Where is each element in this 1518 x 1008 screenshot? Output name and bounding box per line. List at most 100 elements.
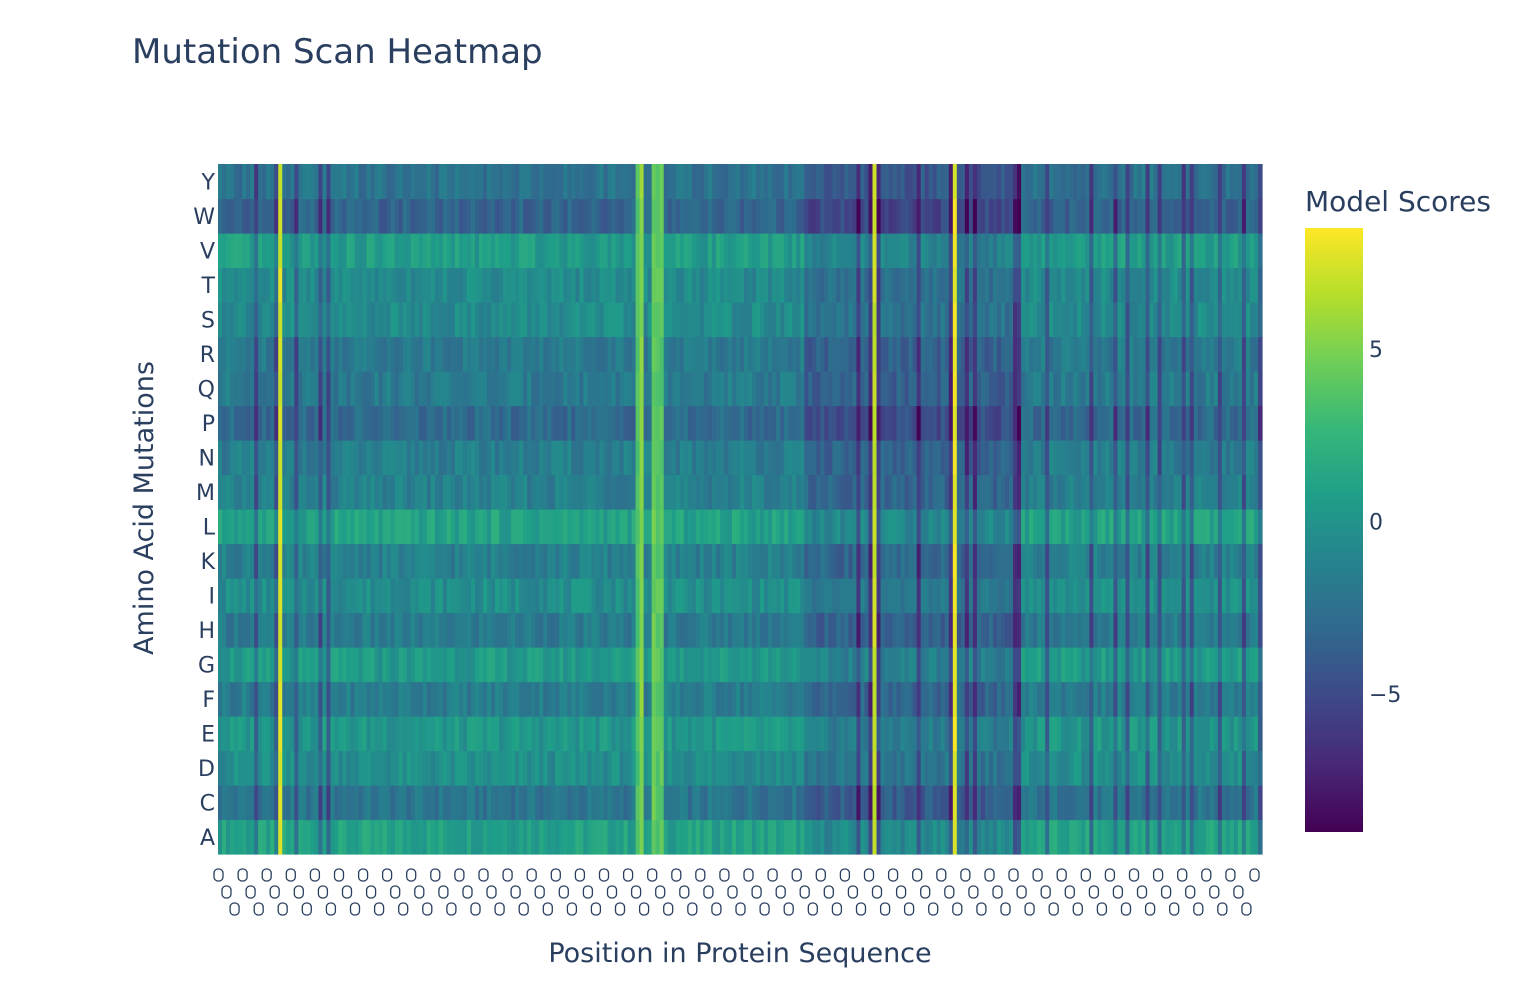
- heatmap-cell: [635, 440, 641, 476]
- heatmap-cell: [527, 267, 532, 303]
- heatmap-cell: [1113, 647, 1119, 683]
- heatmap-cell: [499, 785, 504, 821]
- heatmap-cell: [940, 440, 946, 476]
- heatmap-cell: [888, 233, 894, 269]
- heatmap-cell: [792, 371, 797, 407]
- heatmap-cell: [1205, 371, 1211, 407]
- heatmap-cell: [523, 647, 528, 683]
- heatmap-cell: [1225, 750, 1231, 786]
- heatmap-cell: [908, 474, 914, 510]
- heatmap-cell: [426, 233, 432, 269]
- heatmap-cell: [860, 509, 866, 545]
- heatmap-cell: [788, 405, 793, 441]
- heatmap-cell: [788, 302, 793, 338]
- heatmap-cell: [1005, 543, 1010, 579]
- heatmap-cell: [988, 819, 994, 855]
- heatmap-cell: [346, 336, 352, 372]
- heatmap-cell: [719, 336, 725, 372]
- heatmap-cell: [735, 716, 741, 752]
- heatmap-cell: [418, 440, 424, 476]
- heatmap-cell: [667, 440, 673, 476]
- heatmap-cell: [1165, 267, 1171, 303]
- heatmap-cell: [788, 198, 793, 234]
- heatmap-cell: [374, 612, 380, 648]
- heatmap-cell: [1213, 509, 1219, 545]
- heatmap-cell: [1193, 336, 1199, 372]
- heatmap-cell: [627, 302, 633, 338]
- heatmap-cell: [715, 716, 721, 752]
- heatmap-cell: [1141, 543, 1147, 579]
- heatmap-cell: [744, 302, 749, 338]
- heatmap-cell: [784, 716, 789, 752]
- heatmap-cell: [310, 267, 315, 303]
- heatmap-cell: [996, 302, 1002, 338]
- heatmap-cell: [695, 302, 701, 338]
- heatmap-cell: [1153, 543, 1159, 579]
- heatmap-cell: [707, 716, 713, 752]
- heatmap-cell: [936, 578, 942, 614]
- heatmap-cell: [1105, 474, 1111, 510]
- heatmap-cell: [290, 405, 295, 441]
- heatmap-cell: [503, 405, 508, 441]
- heatmap-cell: [366, 612, 372, 648]
- heatmap-cell: [928, 267, 934, 303]
- heatmap-cell: [1169, 543, 1175, 579]
- heatmap-cell: [266, 164, 271, 200]
- heatmap-cell: [844, 405, 850, 441]
- heatmap-cell: [559, 474, 564, 510]
- heatmap-cell: [1137, 509, 1143, 545]
- heatmap-cell: [804, 578, 809, 614]
- heatmap-cell: [768, 681, 773, 717]
- heatmap-cell: [591, 681, 597, 717]
- heatmap-cell: [354, 405, 360, 441]
- heatmap-cell: [1173, 474, 1179, 510]
- heatmap-cell: [591, 267, 597, 303]
- heatmap-cell: [318, 543, 323, 579]
- heatmap-cell: [1053, 750, 1058, 786]
- heatmap-cell: [326, 543, 332, 579]
- heatmap-cell: [1133, 612, 1139, 648]
- heatmap-cell: [579, 578, 584, 614]
- heatmap-cell: [462, 578, 468, 614]
- heatmap-cell: [1101, 750, 1106, 786]
- heatmap-cell: [298, 267, 303, 303]
- heatmap-cell: [659, 267, 665, 303]
- heatmap-cell: [740, 371, 745, 407]
- heatmap-cell: [856, 336, 862, 372]
- heatmap-cell: [575, 440, 580, 476]
- heatmap-cell: [398, 336, 404, 372]
- heatmap-cell: [1125, 612, 1131, 648]
- heatmap-cell: [474, 543, 480, 579]
- heatmap-cell: [390, 233, 396, 269]
- heatmap-cell: [551, 716, 556, 752]
- heatmap-cell: [326, 474, 332, 510]
- heatmap-cell: [230, 267, 235, 303]
- heatmap-cell: [531, 440, 536, 476]
- heatmap-cell: [1225, 198, 1231, 234]
- heatmap-cell: [952, 681, 958, 717]
- heatmap-cell: [627, 267, 633, 303]
- heatmap-cell: [1245, 543, 1251, 579]
- heatmap-cell: [390, 198, 396, 234]
- heatmap-cell: [727, 198, 733, 234]
- heatmap-cell: [631, 267, 637, 303]
- heatmap-cell: [1253, 578, 1259, 614]
- heatmap-cell: [828, 371, 833, 407]
- heatmap-cell: [984, 578, 990, 614]
- heatmap-cell: [880, 474, 886, 510]
- heatmap-cell: [422, 647, 428, 683]
- heatmap-cell: [1073, 681, 1078, 717]
- heatmap-cell: [812, 647, 817, 683]
- heatmap-cell: [848, 578, 854, 614]
- heatmap-cell: [483, 336, 488, 372]
- heatmap-cell: [563, 681, 568, 717]
- heatmap-cell: [1013, 371, 1018, 407]
- heatmap-cell: [607, 716, 613, 752]
- heatmap-cell: [896, 612, 902, 648]
- heatmap-cell: [655, 198, 661, 234]
- heatmap-cell: [531, 509, 536, 545]
- heatmap-cell: [567, 474, 572, 510]
- heatmap-cell: [1065, 578, 1070, 614]
- heatmap-cell: [784, 440, 789, 476]
- heatmap-cell: [583, 474, 589, 510]
